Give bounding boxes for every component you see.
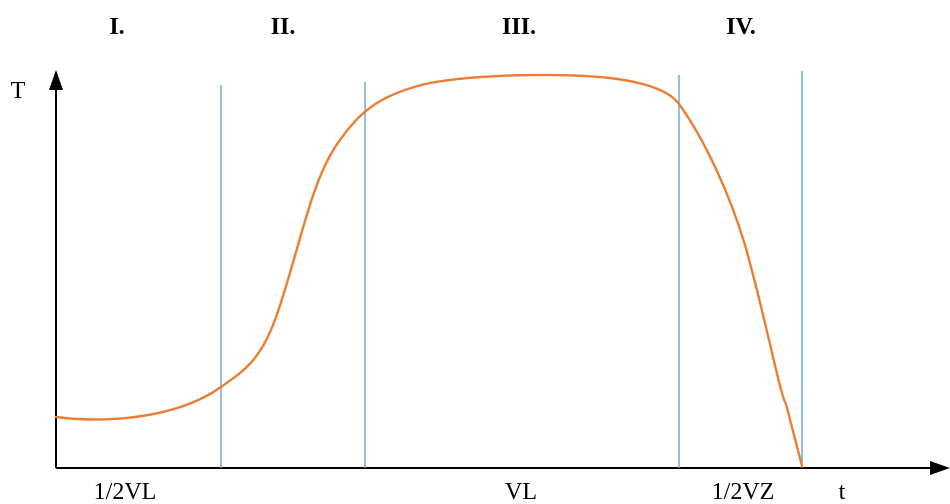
phase-label-3: III.	[502, 14, 536, 40]
phase-label-4: IV.	[726, 14, 756, 40]
phase-label-1: I.	[109, 14, 124, 40]
phase-label-2: II.	[271, 14, 296, 40]
x-tick-label-vl: VL	[505, 479, 537, 504]
x-axis-label: t	[839, 479, 846, 504]
temperature-curve	[54, 73, 804, 468]
y-axis-label: T	[11, 78, 26, 104]
x-tick-label-half-vz: 1/2VZ	[712, 479, 775, 504]
x-axis-arrowhead	[930, 461, 950, 475]
y-axis-arrowhead	[49, 70, 63, 90]
x-tick-label-half-vl: 1/2VL	[94, 479, 157, 504]
